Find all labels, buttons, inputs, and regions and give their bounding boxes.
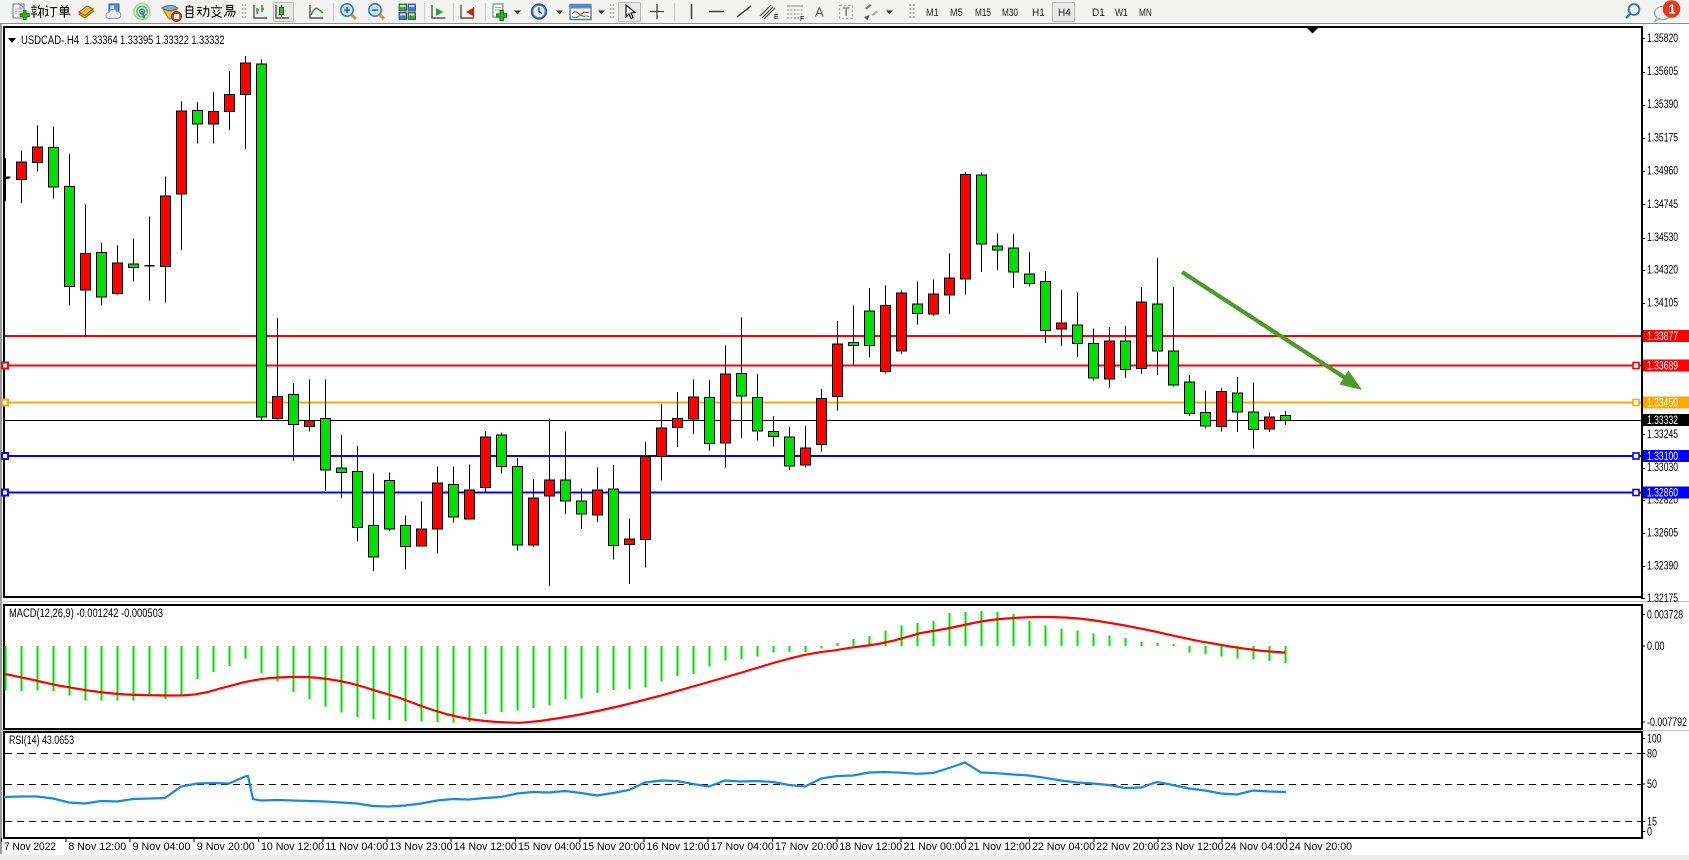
svg-text:M30: M30 [1002,7,1018,19]
svg-text:22 Nov 04:00: 22 Nov 04:00 [1032,841,1095,853]
svg-text:1.32390: 1.32390 [1647,560,1678,572]
svg-text:RSI(14) 43.0653: RSI(14) 43.0653 [9,735,74,747]
svg-text:24 Nov 04:00: 24 Nov 04:00 [1225,841,1288,853]
svg-text:1.34320: 1.34320 [1647,264,1678,276]
svg-text:50: 50 [1647,779,1657,791]
svg-text:1.33245: 1.33245 [1647,429,1678,441]
svg-text:17 Nov 04:00: 17 Nov 04:00 [711,841,774,853]
svg-text:1.35820: 1.35820 [1647,33,1678,45]
svg-text:8 Nov 12:00: 8 Nov 12:00 [68,841,126,853]
svg-text:1.33030: 1.33030 [1647,462,1678,474]
svg-text:1.33100: 1.33100 [1647,451,1678,463]
svg-text:15 Nov 04:00: 15 Nov 04:00 [518,841,581,853]
svg-text:M5: M5 [950,7,963,19]
svg-text:24 Nov 20:00: 24 Nov 20:00 [1289,841,1352,853]
svg-text:9 Nov 04:00: 9 Nov 04:00 [133,841,191,853]
svg-text:D1: D1 [1092,7,1105,19]
svg-text:16 Nov 12:00: 16 Nov 12:00 [647,841,710,853]
svg-text:17 Nov 20:00: 17 Nov 20:00 [775,841,838,853]
svg-text:18 Nov 12:00: 18 Nov 12:00 [839,841,902,853]
svg-text:80: 80 [1647,748,1657,760]
svg-text:1: 1 [1669,2,1676,16]
svg-text:15: 15 [1647,817,1657,829]
svg-text:1.32860: 1.32860 [1647,488,1678,500]
svg-text:1.35175: 1.35175 [1647,132,1678,144]
svg-text:M15: M15 [975,7,991,19]
svg-text:0.00: 0.00 [1647,641,1665,653]
svg-text:1.35605: 1.35605 [1647,66,1678,78]
svg-text:0.003728: 0.003728 [1647,610,1683,622]
svg-text:0: 0 [1647,827,1652,839]
svg-text:1.34530: 1.34530 [1647,232,1678,244]
svg-text:W1: W1 [1115,7,1128,19]
svg-text:1.32605: 1.32605 [1647,528,1678,540]
svg-text:11 Nov 04:00: 11 Nov 04:00 [325,841,388,853]
svg-text:21 Nov 12:00: 21 Nov 12:00 [968,841,1031,853]
svg-text:23 Nov 12:00: 23 Nov 12:00 [1161,841,1224,853]
svg-text:100: 100 [1647,734,1662,746]
svg-text:22 Nov 20:00: 22 Nov 20:00 [1096,841,1159,853]
svg-text:1.33364 1.33395 1.33322 1.3333: 1.33364 1.33395 1.33322 1.33332 [85,35,225,47]
svg-text:T: T [843,5,851,19]
svg-text:USDCAD-,H4: USDCAD-,H4 [21,35,79,47]
svg-text:1.33689: 1.33689 [1647,361,1678,373]
svg-text:1.35390: 1.35390 [1647,99,1678,111]
svg-text:1.34745: 1.34745 [1647,199,1678,211]
svg-text:1.34960: 1.34960 [1647,166,1678,178]
svg-text:1.33450: 1.33450 [1647,398,1678,410]
svg-text:F: F [800,16,804,23]
svg-text:H1: H1 [1032,7,1045,19]
svg-text:A: A [815,5,824,20]
svg-text:21 Nov 00:00: 21 Nov 00:00 [904,841,967,853]
svg-text:H4: H4 [1058,7,1071,19]
svg-text:1.33877: 1.33877 [1647,331,1678,343]
svg-text:MN: MN [1139,7,1152,19]
svg-text:15 Nov 20:00: 15 Nov 20:00 [582,841,645,853]
svg-text:1.34105: 1.34105 [1647,298,1678,310]
svg-text:1.33332: 1.33332 [1647,415,1678,427]
svg-text:7 Nov 2022: 7 Nov 2022 [4,841,56,853]
svg-text:-0.007792: -0.007792 [1647,717,1687,729]
svg-text:14 Nov 12:00: 14 Nov 12:00 [454,841,517,853]
svg-text:1.32175: 1.32175 [1647,593,1678,605]
svg-text:E: E [774,14,779,21]
svg-text:13 Nov 23:00: 13 Nov 23:00 [390,841,453,853]
svg-text:9 Nov 20:00: 9 Nov 20:00 [197,841,255,853]
svg-text:M1: M1 [926,7,939,19]
svg-text:10 Nov 12:00: 10 Nov 12:00 [261,841,324,853]
svg-text:MACD(12,26,9) -0.001242 -0.000: MACD(12,26,9) -0.001242 -0.000503 [9,608,163,620]
